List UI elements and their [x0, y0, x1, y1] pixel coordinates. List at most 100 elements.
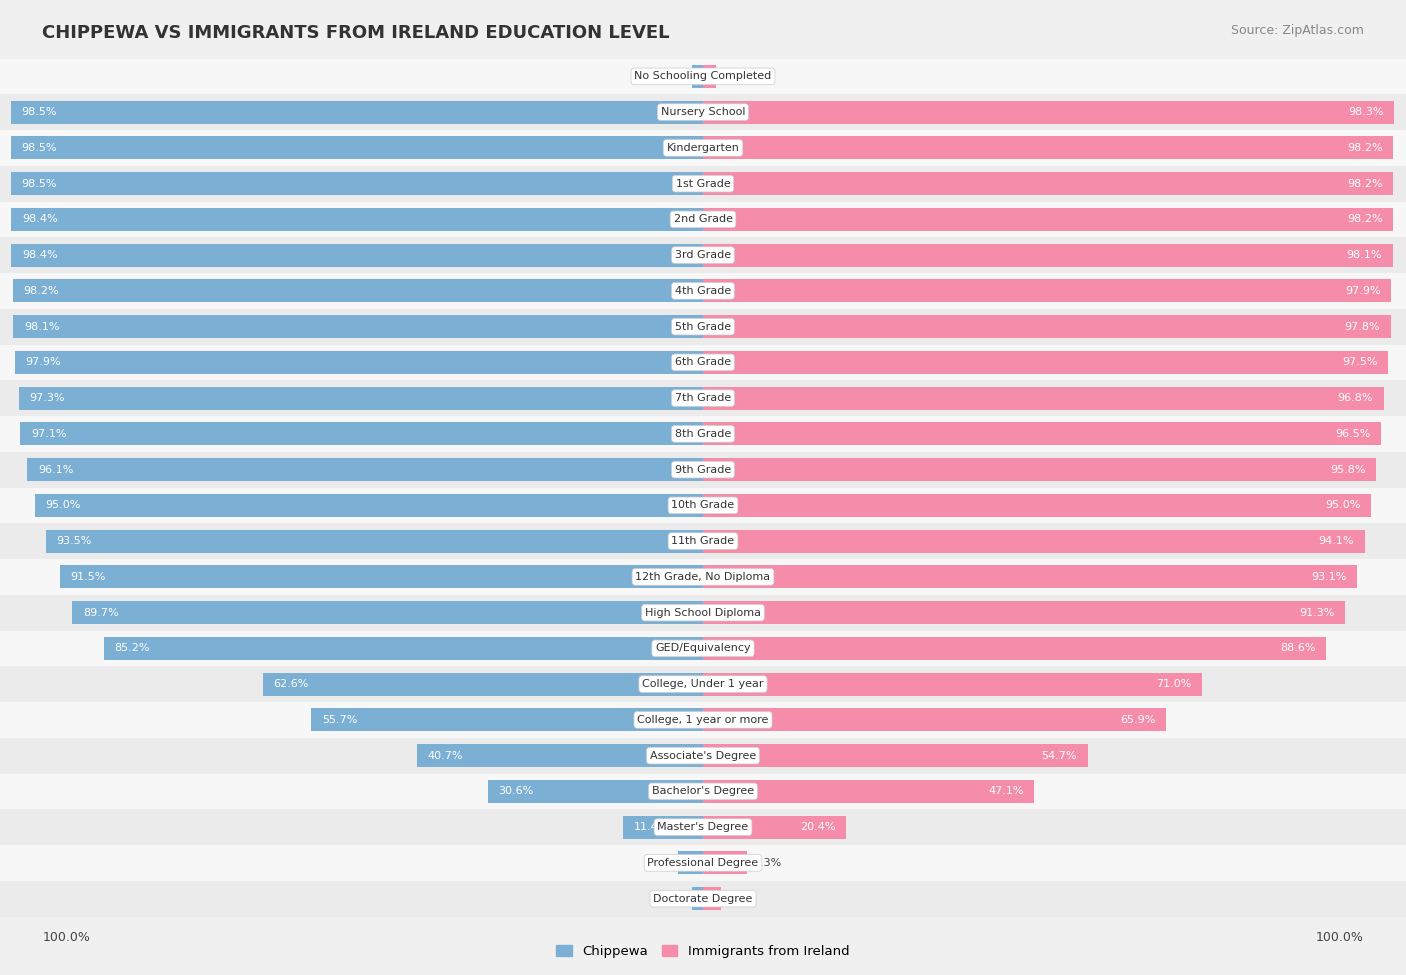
Text: 97.1%: 97.1% [31, 429, 66, 439]
Bar [0, 202, 1406, 237]
Text: 8th Grade: 8th Grade [675, 429, 731, 439]
Bar [0, 666, 1406, 702]
Bar [703, 315, 1391, 338]
Bar [0, 130, 1406, 166]
Text: 97.3%: 97.3% [30, 393, 65, 403]
Text: 47.1%: 47.1% [988, 787, 1024, 797]
Bar [703, 208, 1393, 231]
Text: GED/Equivalency: GED/Equivalency [655, 644, 751, 653]
Bar [703, 172, 1393, 195]
Text: Kindergarten: Kindergarten [666, 143, 740, 153]
Text: 93.5%: 93.5% [56, 536, 91, 546]
Bar [703, 601, 1344, 624]
Bar [703, 637, 1326, 660]
Text: 9th Grade: 9th Grade [675, 465, 731, 475]
Bar [703, 780, 1035, 803]
Text: Doctorate Degree: Doctorate Degree [654, 894, 752, 904]
Bar [0, 166, 1406, 202]
Text: 55.7%: 55.7% [322, 715, 357, 724]
Bar [703, 887, 721, 911]
Text: 1st Grade: 1st Grade [676, 178, 730, 188]
Bar [703, 386, 1384, 410]
Text: 98.2%: 98.2% [1347, 214, 1384, 224]
Bar [703, 673, 1202, 696]
Text: Master's Degree: Master's Degree [658, 822, 748, 832]
Bar [703, 529, 1365, 553]
Bar [0, 595, 1406, 631]
Text: 5th Grade: 5th Grade [675, 322, 731, 332]
Text: 91.3%: 91.3% [1299, 607, 1334, 617]
Bar [703, 136, 1393, 160]
Bar [703, 244, 1392, 267]
Text: 96.1%: 96.1% [38, 465, 73, 475]
Bar [416, 744, 703, 767]
Text: 3.5%: 3.5% [644, 858, 672, 868]
Bar [0, 738, 1406, 773]
Bar [703, 64, 716, 88]
Text: High School Diploma: High School Diploma [645, 607, 761, 617]
Text: 88.6%: 88.6% [1279, 644, 1316, 653]
Text: 12th Grade, No Diploma: 12th Grade, No Diploma [636, 572, 770, 582]
Text: 65.9%: 65.9% [1121, 715, 1156, 724]
Text: 2nd Grade: 2nd Grade [673, 214, 733, 224]
Bar [0, 58, 1406, 95]
Text: 40.7%: 40.7% [427, 751, 463, 760]
Bar [21, 422, 703, 446]
Bar [0, 773, 1406, 809]
Text: 100.0%: 100.0% [42, 931, 90, 945]
Bar [0, 631, 1406, 666]
Text: 20.4%: 20.4% [800, 822, 835, 832]
Text: No Schooling Completed: No Schooling Completed [634, 71, 772, 81]
Bar [692, 64, 703, 88]
Text: 98.4%: 98.4% [21, 251, 58, 260]
Bar [0, 380, 1406, 416]
Text: 71.0%: 71.0% [1156, 680, 1192, 689]
Bar [678, 851, 703, 875]
Text: 98.1%: 98.1% [1347, 251, 1382, 260]
Bar [0, 273, 1406, 309]
Text: 91.5%: 91.5% [70, 572, 105, 582]
Bar [703, 851, 748, 875]
Text: 98.2%: 98.2% [1347, 178, 1384, 188]
Text: College, Under 1 year: College, Under 1 year [643, 680, 763, 689]
Text: 98.2%: 98.2% [1347, 143, 1384, 153]
Bar [623, 815, 703, 838]
Bar [703, 744, 1088, 767]
Bar [0, 880, 1406, 916]
Text: 1.6%: 1.6% [658, 71, 686, 81]
Text: 6.3%: 6.3% [754, 858, 782, 868]
Bar [0, 702, 1406, 738]
Text: 62.6%: 62.6% [273, 680, 309, 689]
Text: Source: ZipAtlas.com: Source: ZipAtlas.com [1230, 24, 1364, 37]
Bar [0, 237, 1406, 273]
Text: Nursery School: Nursery School [661, 107, 745, 117]
Bar [0, 559, 1406, 595]
Bar [703, 422, 1381, 446]
Legend: Chippewa, Immigrants from Ireland: Chippewa, Immigrants from Ireland [551, 940, 855, 963]
Bar [0, 95, 1406, 130]
Text: 4th Grade: 4th Grade [675, 286, 731, 295]
Bar [10, 136, 703, 160]
Text: Bachelor's Degree: Bachelor's Degree [652, 787, 754, 797]
Bar [59, 566, 703, 589]
Text: 30.6%: 30.6% [499, 787, 534, 797]
Text: 11.4%: 11.4% [633, 822, 669, 832]
Bar [0, 488, 1406, 524]
Text: 98.5%: 98.5% [21, 178, 56, 188]
Text: 95.8%: 95.8% [1330, 465, 1367, 475]
Bar [703, 279, 1392, 302]
Text: 95.0%: 95.0% [1324, 500, 1361, 510]
Bar [0, 451, 1406, 488]
Text: 97.9%: 97.9% [1346, 286, 1381, 295]
Text: CHIPPEWA VS IMMIGRANTS FROM IRELAND EDUCATION LEVEL: CHIPPEWA VS IMMIGRANTS FROM IRELAND EDUC… [42, 24, 669, 42]
Bar [703, 351, 1389, 374]
Bar [28, 458, 703, 482]
Text: 96.5%: 96.5% [1336, 429, 1371, 439]
Text: 2.5%: 2.5% [725, 894, 755, 904]
Bar [104, 637, 703, 660]
Text: Associate's Degree: Associate's Degree [650, 751, 756, 760]
Text: 54.7%: 54.7% [1042, 751, 1077, 760]
Bar [13, 279, 703, 302]
Text: Professional Degree: Professional Degree [647, 858, 759, 868]
Text: 1.8%: 1.8% [721, 71, 749, 81]
